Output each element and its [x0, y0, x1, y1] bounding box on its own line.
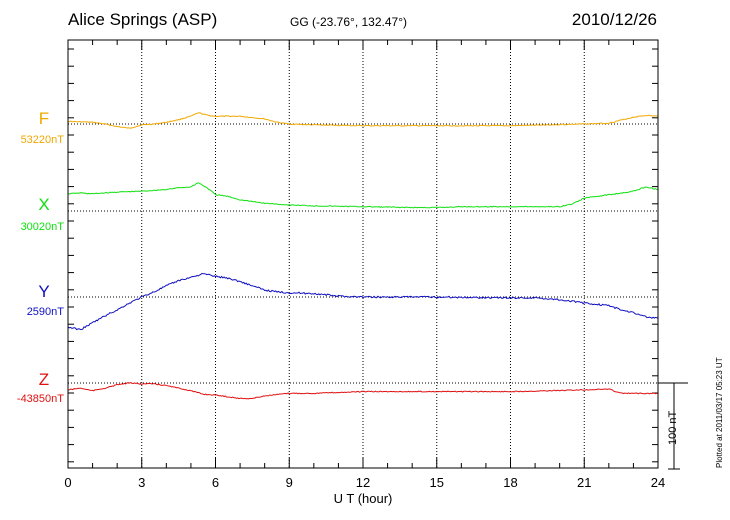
x-tick-label: 24: [651, 475, 665, 490]
series-name-y: Y: [38, 282, 49, 301]
series-line-y: [67, 272, 659, 331]
x-tick-label: 0: [64, 475, 71, 490]
x-tick-label: 3: [138, 475, 145, 490]
x-tick-label: 15: [430, 475, 444, 490]
series-baseline-y: 2590nT: [27, 306, 65, 318]
scale-bar-label: 100 nT: [667, 410, 679, 445]
series-baseline-z: -43850nT: [17, 393, 64, 405]
coordinates-label: GG (-23.76°, 132.47°): [290, 15, 407, 29]
series-line-f: [68, 112, 659, 129]
x-tick-label: 21: [577, 475, 591, 490]
series-baseline-f: 53220nT: [21, 134, 65, 146]
date-title: 2010/12/26: [571, 10, 657, 29]
series-name-f: F: [39, 109, 49, 128]
station-title: Alice Springs (ASP): [68, 10, 218, 29]
series-line-x: [67, 182, 659, 209]
series-labels: F 53220nT X 30020nT Y 2590nT Z -43850nT: [17, 109, 64, 405]
x-tick-labels: 0 3 6 9 12 15 18 21 24: [64, 475, 665, 490]
plot-frame: [67, 39, 659, 469]
plotted-timestamp: Plotted at 2011/03/17 05:23 UT: [715, 357, 724, 468]
x-tick-label: 9: [286, 475, 293, 490]
series-name-x: X: [38, 195, 49, 214]
x-tick-label: 12: [356, 475, 370, 490]
x-tick-label: 6: [212, 475, 219, 490]
scale-bar: [658, 382, 688, 470]
series-name-z: Z: [39, 370, 49, 389]
series-baseline-x: 30020nT: [21, 221, 65, 233]
grid-layer: [68, 40, 658, 468]
x-axis-title: U T (hour): [334, 491, 393, 506]
series-line-z: [67, 382, 659, 400]
x-tick-label: 18: [503, 475, 517, 490]
series-layer: [67, 112, 659, 400]
